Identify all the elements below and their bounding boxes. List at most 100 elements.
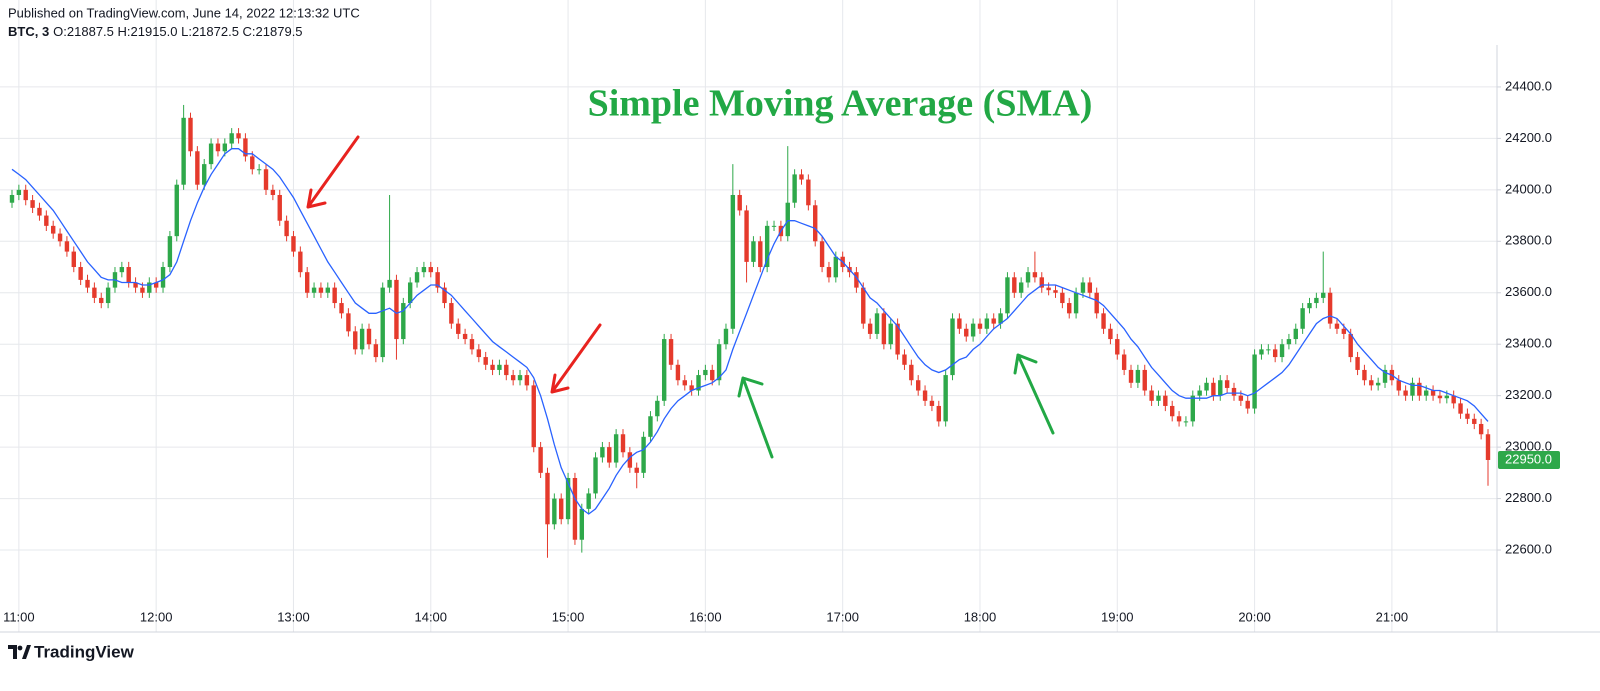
candle-body: [1403, 390, 1408, 396]
candle-body: [1218, 380, 1223, 396]
candle-body: [922, 390, 928, 401]
published-note: Published on TradingView.com, June 14, 2…: [8, 5, 360, 20]
candle-body: [50, 225, 56, 234]
candle-body: [957, 318, 962, 329]
logo-shape: [8, 645, 17, 659]
candle-body: [572, 477, 578, 540]
candle-body: [936, 405, 941, 422]
candle-body: [449, 303, 454, 324]
candle-body: [641, 436, 646, 473]
candle-body: [291, 236, 296, 252]
x-tick-label: 17:00: [826, 609, 859, 624]
candle-body: [1307, 303, 1312, 309]
candle-body: [689, 385, 694, 391]
candle-body: [1444, 395, 1450, 399]
candle-body: [1348, 333, 1353, 358]
y-tick-label: 23800.0: [1505, 233, 1552, 248]
candle-body: [250, 156, 255, 170]
candle-body: [1005, 277, 1010, 314]
candle-body: [1314, 297, 1319, 304]
candle-body: [1231, 387, 1237, 396]
candle-body: [1018, 282, 1024, 293]
sma-line: [11, 148, 1489, 515]
candle-body: [1067, 303, 1072, 314]
candle-body: [1060, 292, 1065, 304]
candle-body: [243, 138, 248, 157]
candle-body: [1046, 287, 1051, 291]
candle-body: [710, 369, 715, 381]
candle-body: [469, 339, 475, 350]
candle-body: [1293, 328, 1298, 340]
candle-body: [531, 385, 536, 448]
candle-body: [1451, 395, 1456, 404]
candle-body: [1382, 369, 1388, 383]
candle-body: [71, 251, 76, 268]
candle-body: [1437, 395, 1443, 399]
candle-body: [648, 416, 653, 437]
candle-body: [435, 272, 440, 288]
candle-body: [195, 151, 200, 185]
candle-body: [888, 323, 893, 345]
candle-body: [1472, 418, 1477, 424]
y-tick-label: 24000.0: [1505, 181, 1552, 196]
candle-body: [545, 472, 550, 525]
symbol: BTC, 3: [8, 24, 49, 39]
candle-body: [552, 498, 557, 525]
candle-body: [222, 143, 228, 152]
candle-body: [456, 323, 461, 334]
candle-body: [1204, 382, 1209, 391]
candle-body: [1369, 380, 1374, 386]
x-tick-label: 12:00: [140, 609, 173, 624]
candle-body: [1115, 339, 1120, 355]
y-tick-label: 24200.0: [1505, 130, 1552, 145]
candle-body: [1341, 328, 1347, 334]
candle-body: [1163, 395, 1168, 406]
candle-body: [565, 477, 571, 520]
candle-body: [160, 267, 166, 288]
x-tick-label: 11:00: [3, 609, 35, 624]
candle-body: [359, 328, 365, 350]
candle-body: [950, 318, 955, 376]
candle-body: [854, 272, 859, 288]
candle-body: [620, 434, 626, 453]
candle-body: [1252, 354, 1257, 409]
candle-body: [85, 279, 90, 288]
candle-body: [188, 117, 193, 152]
candle-body: [867, 323, 873, 334]
candle-body: [174, 184, 179, 237]
candle-body: [792, 174, 797, 203]
x-tick-label: 16:00: [689, 609, 722, 624]
candle-body: [256, 169, 262, 171]
candle-body: [682, 380, 687, 386]
candle-body: [861, 287, 866, 324]
candle-body: [401, 303, 406, 340]
candle-body: [1465, 413, 1470, 419]
candle-body: [277, 194, 282, 221]
x-tick-label: 20:00: [1238, 609, 1271, 624]
candle-body: [284, 220, 289, 237]
candle-body: [744, 210, 749, 262]
candle-body: [387, 279, 392, 288]
candle-body: [126, 267, 131, 283]
candle-body: [675, 364, 681, 381]
candle-body: [737, 194, 742, 211]
price-layer: [9, 104, 1491, 558]
candle-body: [524, 375, 530, 386]
candle-body: [970, 323, 976, 337]
candle-body: [414, 272, 420, 283]
candle-body: [236, 133, 241, 139]
candle-body: [661, 339, 667, 401]
candle-body: [813, 205, 818, 242]
candle-body: [538, 447, 543, 473]
candle-body: [105, 287, 111, 304]
candle-body: [1224, 380, 1230, 388]
candle-body: [9, 194, 15, 203]
last-price-label: 22950.0: [1505, 451, 1552, 466]
y-tick-label: 23400.0: [1505, 336, 1552, 351]
candle-body: [668, 339, 674, 365]
candle-body: [1430, 390, 1436, 396]
candle-body: [902, 354, 907, 365]
candle-body: [881, 313, 887, 345]
candle-body: [140, 287, 145, 293]
